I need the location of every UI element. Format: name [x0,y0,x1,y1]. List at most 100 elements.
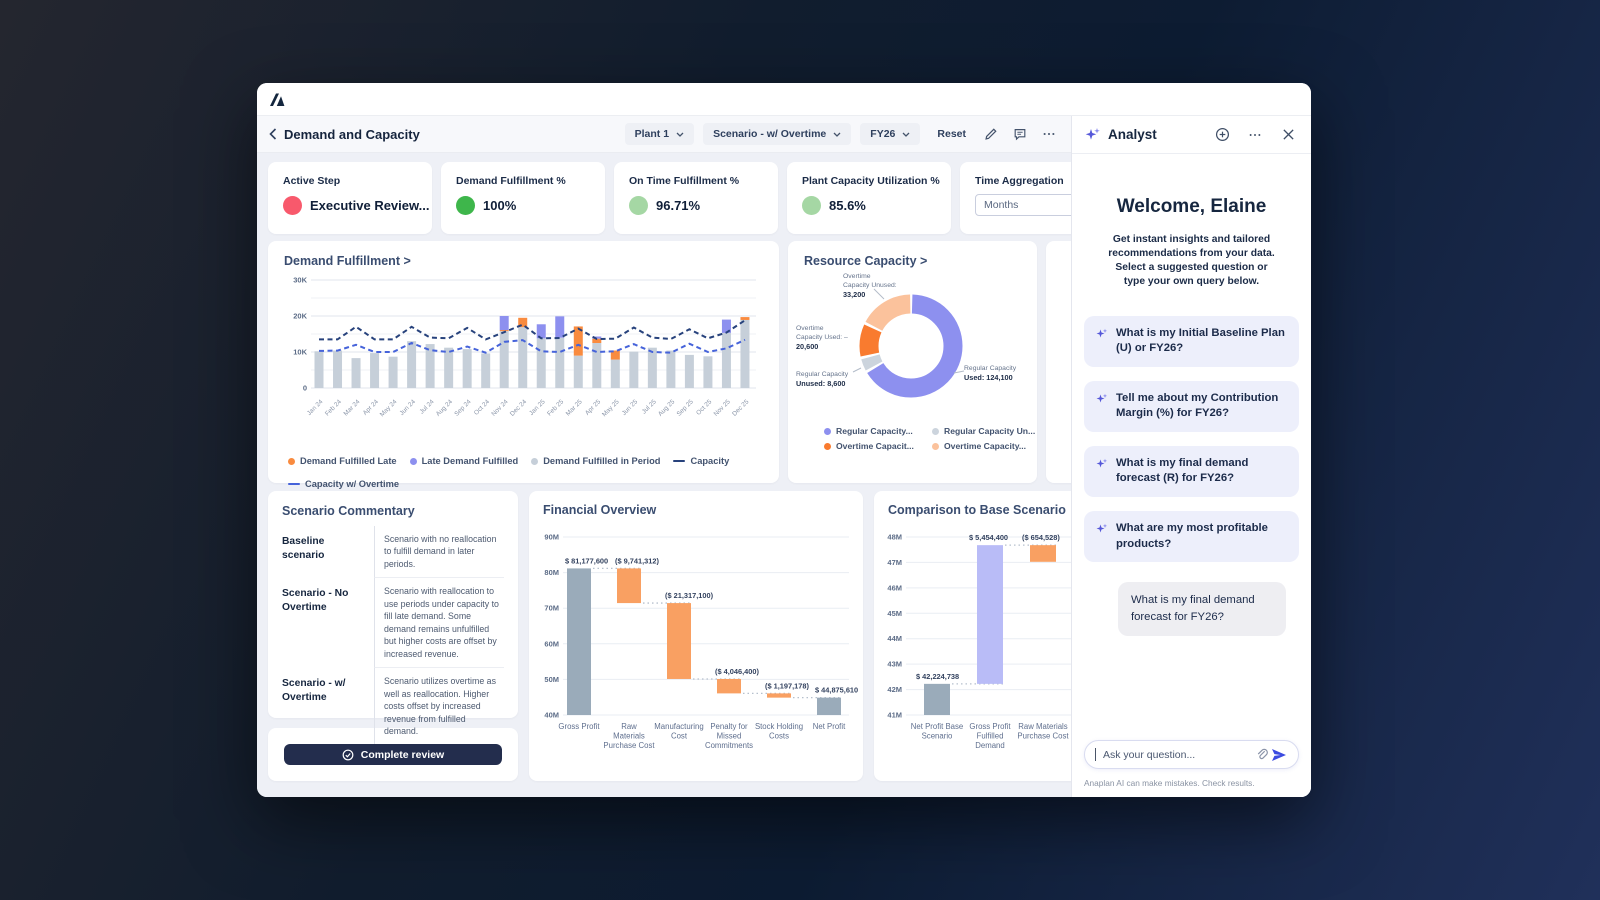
chevron-down-icon [676,132,684,137]
svg-text:Fulfilled: Fulfilled [977,732,1004,741]
scenario-name: Baseline scenario [282,536,325,561]
year-dropdown[interactable]: FY26 [860,123,921,145]
demand-chart-title[interactable]: Demand Fulfillment > [284,254,411,268]
svg-text:Nov 25: Nov 25 [713,398,733,418]
svg-text:Feb 24: Feb 24 [324,398,343,417]
close-panel-button[interactable] [1278,125,1298,145]
svg-text:Jul 24: Jul 24 [419,398,436,415]
svg-text:Mar 25: Mar 25 [565,398,584,417]
analyst-title: Analyst [1108,127,1157,142]
suggested-question-text: Tell me about my Contribution Margin (%)… [1116,391,1279,420]
svg-text:Mar 24: Mar 24 [342,398,361,417]
demand-fulfillment-card: Demand Fulfillment > 0 10K 20K 30K Jan 24 Feb… [268,241,779,489]
donut-callout: Regular Capacity Unused: 8,600 [796,371,849,389]
suggested-question[interactable]: What is my Initial Baseline Plan (U) or … [1084,315,1299,367]
svg-text:Apr 25: Apr 25 [584,398,603,417]
resource-chart-title[interactable]: Resource Capacity > [804,254,928,268]
review-card: Complete review [268,728,518,781]
svg-text:Gross Profit: Gross Profit [969,722,1011,731]
kpi-label: Active Step [283,175,341,187]
legend-item: Capacity w/ Overtime [288,479,399,489]
svg-text:90M: 90M [544,533,559,542]
svg-text:Apr 24: Apr 24 [362,398,381,417]
chevron-left-icon [269,128,277,140]
kpi-card: Active Step Executive Review... [268,162,432,234]
svg-text:41M: 41M [887,711,902,720]
edit-button[interactable] [981,124,1001,144]
kpi-card: Demand Fulfillment % 100% [441,162,605,234]
attach-button[interactable] [1254,745,1270,765]
sparkle-icon [1096,523,1108,533]
scenario-commentary-card: Scenario Commentary Baseline scenario Sc… [268,491,518,745]
legend-item: Capacity [673,456,729,466]
svg-text:($ 21,317,100): ($ 21,317,100) [665,591,714,600]
svg-text:44M: 44M [887,634,902,643]
scenario-description: Scenario with no reallocation to fulfill… [374,526,504,579]
donut-callout: Overtime Capacity Used: –20,600 [796,325,848,352]
analyst-panel-footer: Anaplan AI can make mistakes. Check resu… [1072,740,1311,797]
financial-overview-card: Financial Overview 90M 80M 70M 60M 50M 40M $ 8… [529,491,863,781]
commentary-title: Scenario Commentary [282,504,415,518]
scenario-dropdown[interactable]: Scenario - w/ Overtime [703,123,852,145]
kpi-label: On Time Fulfillment % [629,175,740,187]
page-title: Demand and Capacity [284,126,420,142]
chat-input-box[interactable] [1084,740,1299,769]
svg-text:$ 42,224,738: $ 42,224,738 [916,672,959,681]
svg-text:Materials: Materials [613,732,645,741]
status-dot [802,196,821,215]
analyst-panel-body: Welcome, Elaine Get instant insights and… [1072,154,1311,740]
svg-text:Missed: Missed [717,732,742,741]
svg-text:42M: 42M [887,685,902,694]
donut-callout: Overtime Capacity Unused: 33,200 [843,273,897,300]
back-button[interactable] [269,128,277,140]
comments-button[interactable] [1010,124,1030,144]
commentary-rows: Baseline scenario Scenario with no reall… [282,526,504,745]
ellipsis-icon [1249,133,1261,136]
text-caret [1095,748,1096,761]
resource-donut-svg [852,288,965,398]
svg-text:Jun 24: Jun 24 [398,398,417,417]
scenario-name: Scenario - No Overtime [282,588,349,614]
suggested-question[interactable]: What are my most profitable products? [1084,511,1299,563]
time-aggregation-label: Time Aggregation [975,175,1064,187]
suggested-question-text: What are my most profitable products? [1116,522,1268,550]
svg-text:Net Profit Base: Net Profit Base [911,722,963,731]
reset-button[interactable]: Reset [937,128,966,140]
financial-chart-svg: 90M 80M 70M 60M 50M 40M $ 81,177,600 Gross Prof… [544,533,858,751]
comparison-chart-title: Comparison to Base Scenario [888,503,1066,517]
svg-text:46M: 46M [887,583,902,592]
send-button[interactable] [1270,745,1288,765]
resource-capacity-card: Resource Capacity > Overtime Capacity Unu… [788,241,1037,483]
svg-text:Commitments: Commitments [705,741,753,750]
panel-more-button[interactable] [1245,125,1265,145]
svg-text:Dec 25: Dec 25 [731,398,751,418]
chat-input[interactable] [1101,747,1254,762]
scenario-description: Scenario utilizes overtime as well as re… [374,668,504,745]
kpi-value: 100% [483,198,517,213]
svg-text:Aug 24: Aug 24 [435,398,455,418]
financial-chart-title: Financial Overview [543,503,657,517]
svg-text:($ 654,528): ($ 654,528) [1022,533,1060,542]
suggested-question-text: What is my Initial Baseline Plan (U) or … [1116,326,1285,355]
svg-text:May 25: May 25 [601,398,621,418]
complete-review-button[interactable]: Complete review [284,744,502,765]
suggested-questions: What is my Initial Baseline Plan (U) or … [1084,315,1299,563]
resource-donut-wrap: Overtime Capacity Unused: 33,200 Overtime Ca… [796,272,1021,424]
svg-text:Raw Materials: Raw Materials [1018,722,1067,731]
svg-text:Penalty for: Penalty for [710,722,748,731]
new-chat-button[interactable] [1212,125,1232,145]
welcome-title: Welcome, Elaine [1116,196,1267,217]
anaplan-logo-icon [270,93,285,106]
svg-text:$ 81,177,600: $ 81,177,600 [565,556,608,565]
suggested-question[interactable]: Tell me about my Contribution Margin (%)… [1084,380,1299,432]
more-options-button[interactable] [1039,124,1059,144]
svg-text:Jan 24: Jan 24 [306,398,325,417]
svg-text:Cost: Cost [671,732,688,741]
svg-text:Jun 25: Jun 25 [621,398,640,417]
svg-text:Gross Profit: Gross Profit [558,722,600,731]
svg-text:Sep 24: Sep 24 [453,398,473,418]
plant-dropdown[interactable]: Plant 1 [624,123,695,145]
status-dot [629,196,648,215]
svg-text:20K: 20K [293,312,307,321]
suggested-question[interactable]: What is my final demand forecast (R) for… [1084,445,1299,498]
